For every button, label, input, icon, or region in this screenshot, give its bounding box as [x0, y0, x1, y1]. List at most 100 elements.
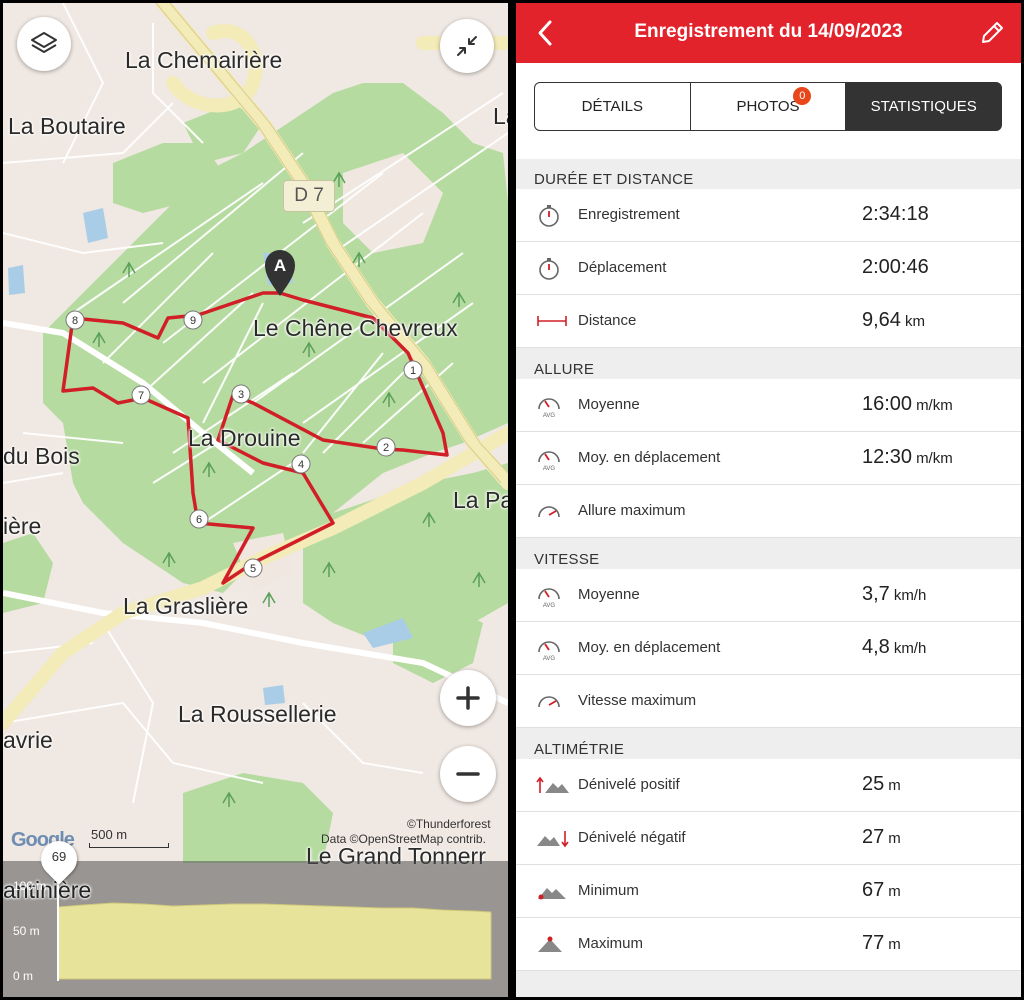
- gauge-avg-icon: AVG: [536, 446, 564, 472]
- place-antiniere: antinière: [3, 877, 92, 903]
- waypoint-label: 8: [72, 315, 78, 327]
- waypoint-marker[interactable]: [183, 310, 203, 330]
- stat-value: 25 m: [862, 773, 901, 796]
- svg-text:AVG: AVG: [543, 413, 556, 419]
- stat-row: Déplacement 2:00:46: [516, 242, 1021, 295]
- pencil-icon[interactable]: [978, 19, 1006, 47]
- stat-value: 3,7 km/h: [862, 583, 926, 606]
- stats-panel: Enregistrement du 14/09/2023 DÉTAILS PHO…: [516, 3, 1021, 997]
- place-iere: ière: [3, 513, 42, 539]
- section-title: ALTIMÉTRIE: [534, 741, 625, 758]
- waypoint-label: 1: [410, 365, 416, 377]
- photos-count-badge: 0: [793, 87, 812, 105]
- place-du-bois: du Bois: [3, 443, 80, 469]
- stat-number: 67: [862, 879, 885, 901]
- stat-label: Allure maximum: [578, 502, 686, 519]
- tabs-container: DÉTAILS PHOTOS 0 STATISTIQUES: [516, 63, 1021, 159]
- place-la-chemairiere: La Chemairière: [125, 47, 283, 73]
- tab-statistics-label: STATISTIQUES: [870, 98, 977, 115]
- stat-number: 4,8: [862, 636, 890, 658]
- waypoint-label: 4: [298, 459, 304, 471]
- svg-text:AVG: AVG: [543, 656, 556, 662]
- start-marker-label: A: [274, 256, 286, 275]
- gauge-avg-icon: AVG: [536, 583, 564, 609]
- tab-statistics[interactable]: STATISTIQUES: [846, 83, 1002, 130]
- stat-label: Déplacement: [578, 259, 667, 276]
- waypoint-label: 6: [196, 514, 202, 526]
- place-avrie: avrie: [3, 727, 53, 753]
- waypoint-label: 9: [190, 315, 196, 327]
- elevation-up-icon: [536, 773, 569, 797]
- elevation-profile[interactable]: antinière 100 m 50 m 0 m: [3, 861, 508, 997]
- waypoint-label: 5: [250, 563, 256, 575]
- stat-unit: km: [904, 313, 925, 330]
- waypoint-marker[interactable]: [189, 509, 209, 529]
- stat-label: Minimum: [578, 882, 639, 899]
- section-title: DURÉE ET DISTANCE: [534, 171, 694, 188]
- gauge-avg-icon: AVG: [536, 393, 564, 419]
- stat-number: 77: [862, 932, 885, 954]
- map-view[interactable]: La Chemairière La Boutaire La Le Chêne C…: [3, 3, 508, 997]
- minus-icon: [456, 772, 480, 776]
- stat-value: 9,64 km: [862, 309, 925, 332]
- stat-row: Dénivelé négatif 27 m: [516, 812, 1021, 865]
- collapse-map-button[interactable]: [440, 19, 494, 73]
- waypoint-marker[interactable]: [243, 558, 263, 578]
- section-title: ALLURE: [534, 361, 595, 378]
- elevation-down-icon: [536, 826, 569, 850]
- place-la-grasliere: La Graslière: [123, 593, 249, 619]
- stat-value: 12:30 m/km: [862, 446, 953, 469]
- stat-unit: km/h: [893, 587, 927, 604]
- place-le-chene-chevreux: Le Chêne Chevreux: [253, 315, 458, 341]
- stat-unit: m: [888, 936, 901, 953]
- stat-row: Allure maximum: [516, 485, 1021, 538]
- waypoint-marker[interactable]: [131, 385, 151, 405]
- stat-unit: m: [888, 777, 901, 794]
- stopwatch-icon: [536, 203, 564, 227]
- layers-button[interactable]: [17, 17, 71, 71]
- zoom-in-button[interactable]: [440, 670, 496, 726]
- zoom-out-button[interactable]: [440, 746, 496, 802]
- stat-value: 4,8 km/h: [862, 636, 926, 659]
- attribution-osm: Data ©OpenStreetMap contrib.: [321, 832, 486, 846]
- stopwatch-icon: [536, 256, 564, 280]
- waypoint-marker[interactable]: [291, 454, 311, 474]
- place-la-drouine: La Drouine: [188, 425, 301, 451]
- stat-value: [862, 499, 866, 522]
- stat-number: 27: [862, 826, 885, 848]
- waypoint-marker[interactable]: [65, 310, 85, 330]
- distance-icon: [536, 309, 567, 333]
- stat-row: AVG Moy. en déplacement 12:30 m/km: [516, 432, 1021, 485]
- place-la-edge: La: [493, 103, 508, 129]
- stat-value: 77 m: [862, 932, 901, 955]
- stat-unit: m/km: [916, 450, 953, 467]
- waypoint-marker[interactable]: [403, 360, 423, 380]
- stat-label: Moy. en déplacement: [578, 449, 721, 466]
- waypoint-label: 3: [238, 389, 244, 401]
- stat-value: 27 m: [862, 826, 901, 849]
- stat-row: AVG Moyenne 16:00 m/km: [516, 379, 1021, 432]
- tab-bar: DÉTAILS PHOTOS 0 STATISTIQUES: [534, 82, 1002, 131]
- stat-number: 3,7: [862, 583, 890, 605]
- tab-photos[interactable]: PHOTOS 0: [691, 83, 847, 130]
- stat-number: 25: [862, 773, 885, 795]
- stat-label: Vitesse maximum: [578, 692, 697, 709]
- stat-row: AVG Moyenne 3,7 km/h: [516, 569, 1021, 622]
- elevation-min-icon: [536, 879, 566, 903]
- tab-details[interactable]: DÉTAILS: [535, 83, 691, 130]
- waypoint-marker[interactable]: [376, 437, 396, 457]
- layers-icon: [31, 32, 57, 53]
- stat-label: Maximum: [578, 935, 644, 952]
- stat-unit: m/km: [916, 397, 953, 414]
- stat-unit: m: [888, 883, 901, 900]
- waypoint-marker[interactable]: [231, 384, 251, 404]
- road-label-d7: D 7: [283, 180, 335, 212]
- header-bar: Enregistrement du 14/09/2023: [516, 3, 1021, 63]
- plus-icon: [456, 686, 480, 710]
- stat-value: 2:00:46: [862, 256, 933, 279]
- scale-label: 500 m: [91, 827, 128, 842]
- waypoint-layer: 1 2 3 4 5 6 7 8 9 A: [65, 250, 423, 578]
- stat-number: 12:30: [862, 446, 913, 468]
- waypoint-label: 7: [138, 390, 144, 402]
- chevron-left-icon[interactable]: [534, 19, 556, 47]
